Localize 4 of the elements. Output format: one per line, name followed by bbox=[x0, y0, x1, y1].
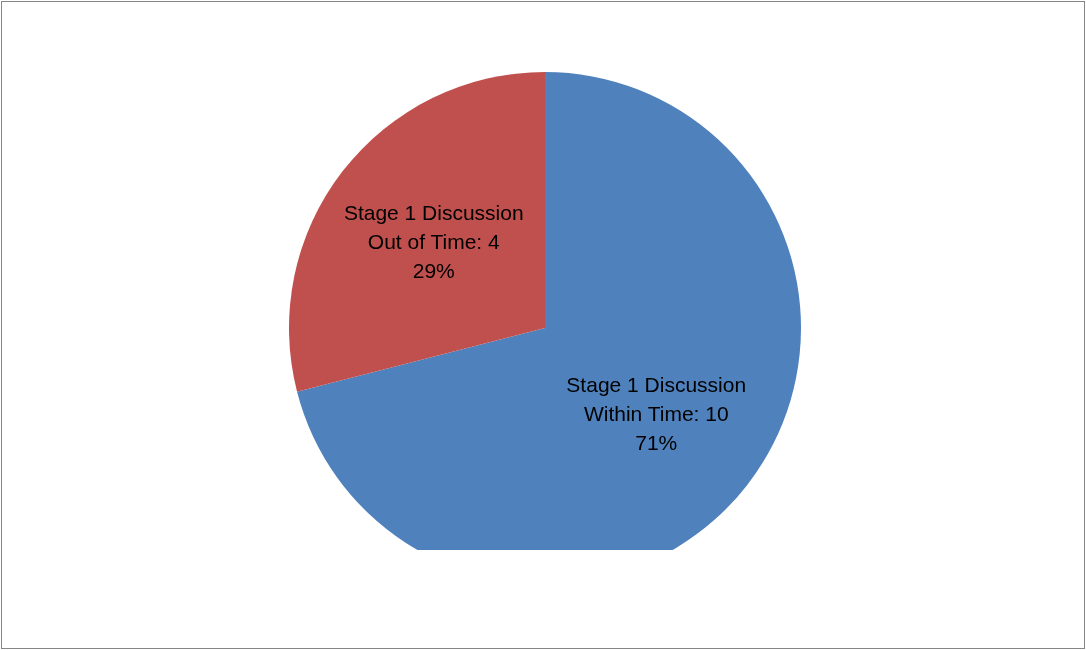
slice-label: Stage 1 Discussion Out of Time: 4 bbox=[343, 200, 524, 253]
data-label: 29% bbox=[412, 258, 455, 282]
slice-label: Stage 1 Discussion Within Time: 10 bbox=[566, 373, 747, 426]
data-label: 71% bbox=[635, 431, 678, 455]
